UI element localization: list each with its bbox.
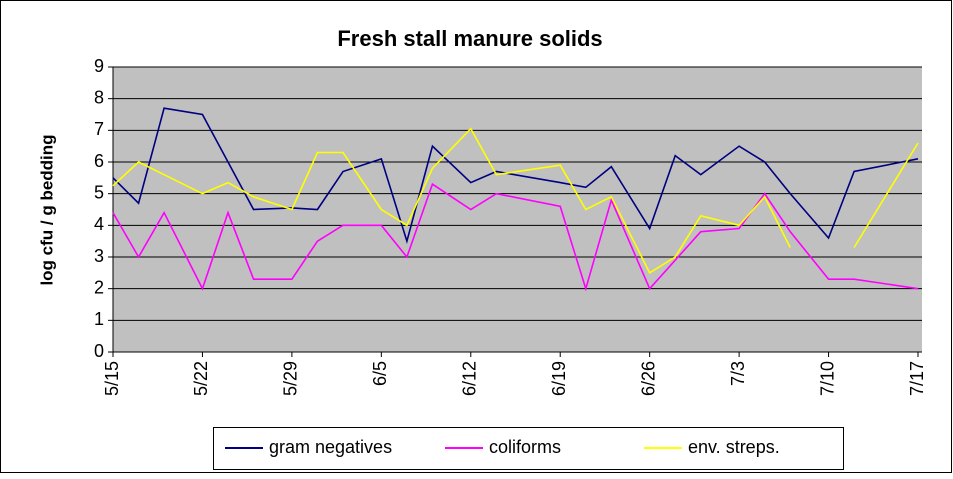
x-tick-label: 6/12 xyxy=(460,361,480,396)
y-tick-label: 9 xyxy=(94,56,104,76)
y-tick-label: 7 xyxy=(94,119,104,139)
series-line xyxy=(112,107,919,245)
x-tick-label: 7/10 xyxy=(817,361,837,396)
y-tick-label: 3 xyxy=(94,246,104,266)
legend-label: env. streps. xyxy=(688,437,780,457)
y-tick-label: 4 xyxy=(94,214,104,234)
y-tick-label: 2 xyxy=(94,277,104,297)
x-tick-label: 7/17 xyxy=(907,361,927,396)
x-tick-label: 5/29 xyxy=(281,361,301,396)
x-tick-label: 7/3 xyxy=(728,361,748,386)
y-tick-label: 5 xyxy=(94,182,104,202)
x-tick-label: 6/26 xyxy=(638,361,658,396)
y-tick-label: 8 xyxy=(94,87,104,107)
y-tick-label: 0 xyxy=(94,341,104,361)
y-axis-label: log cfu / g bedding xyxy=(37,134,56,285)
x-tick-label: 5/15 xyxy=(102,361,122,396)
series-line xyxy=(112,182,919,292)
series-line xyxy=(112,127,919,274)
y-tick-label: 1 xyxy=(94,309,104,329)
legend-label: coliforms xyxy=(489,437,561,457)
y-tick-label: 6 xyxy=(94,151,104,171)
chart-title: Fresh stall manure solids xyxy=(337,26,602,51)
legend-label: gram negatives xyxy=(269,437,392,457)
plot-area xyxy=(113,67,922,352)
x-tick-label: 6/19 xyxy=(549,361,569,396)
legend xyxy=(213,427,844,470)
x-tick-label: 6/5 xyxy=(370,361,390,386)
x-tick-label: 5/22 xyxy=(191,361,211,396)
